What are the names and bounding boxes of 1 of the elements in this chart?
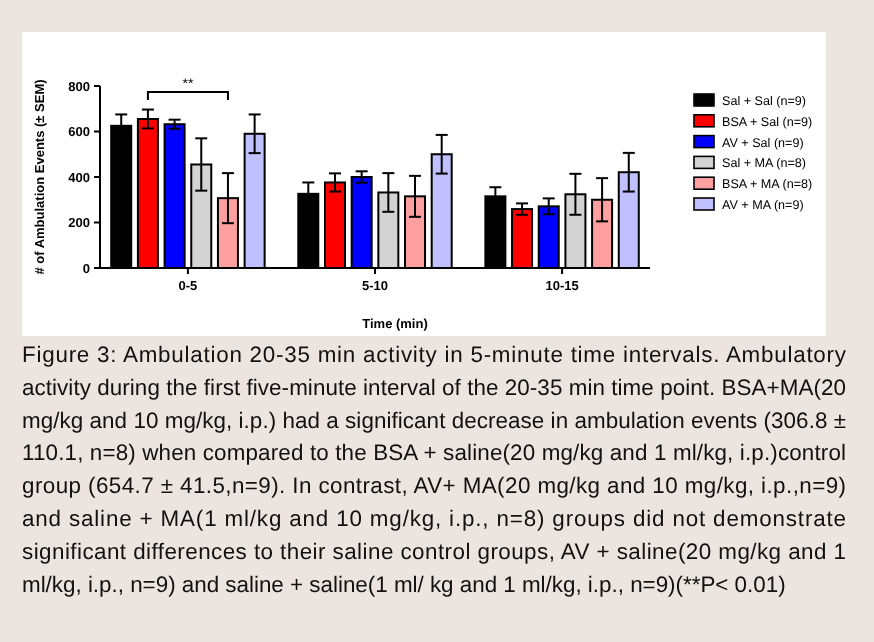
caption: Figure 3: Ambulation 20-35 min activity in 5-minute time intervals. Ambulatory activity during the first five-minute interval of the 20-35 min time point. BSA+MA(20 mg/kg and 10 mg/kg, i.p.) had a significant decrease in ambulation events (306.8 ± 110.1, n=8) when compared to the BSA + saline(20 mg/kg and 1 ml/kg, i.p.)control group (654.7 ± 41.5,n=9). In contrast, AV+ MA(20 mg/kg and 10 mg/kg, i.p.,n=9) and saline + MA(1 ml/kg and 10 mg/kg, i.p., n=8) groups did not demonstrate significant differences to their saline control groups, AV + saline(20 mg/kg and 1 ml/kg, i.p., n=9) and saline + saline(1 ml/ kg and 1 ml/kg, i.p., n=9)(**P< 0.01) bbox=[22, 344, 847, 598]
